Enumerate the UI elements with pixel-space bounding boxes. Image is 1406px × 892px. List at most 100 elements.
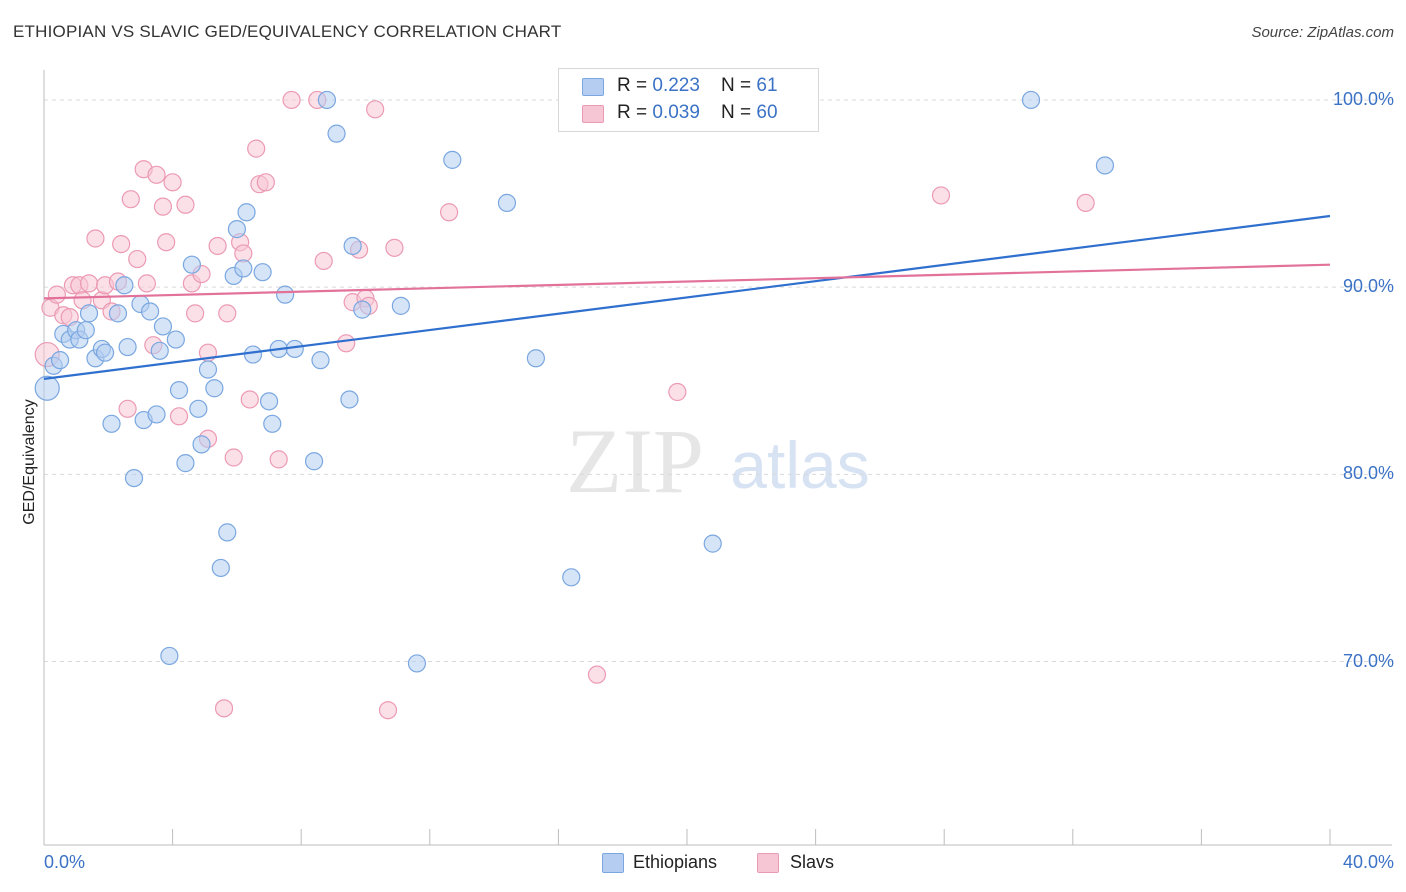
- point-ethiopians: [407, 654, 427, 673]
- point-ethiopians: [176, 454, 195, 473]
- point-ethiopians: [497, 193, 517, 213]
- point-ethiopians: [211, 558, 230, 578]
- point-ethiopians: [118, 337, 137, 357]
- point-ethiopians: [147, 405, 166, 424]
- point-slavs: [439, 203, 459, 222]
- point-slavs: [79, 274, 99, 293]
- point-ethiopians: [1095, 156, 1115, 175]
- point-ethiopians: [237, 203, 256, 222]
- point-ethiopians: [243, 345, 263, 364]
- legend-swatch-ethiopians: [602, 853, 624, 873]
- grid: [44, 99, 1392, 663]
- point-ethiopians: [50, 351, 70, 370]
- point-ethiopians: [276, 285, 295, 304]
- point-slavs: [112, 234, 131, 254]
- point-slavs: [668, 382, 687, 402]
- point-ethiopians: [198, 360, 218, 379]
- y-tick-label: 90.0%: [1342, 276, 1394, 297]
- point-slavs: [137, 274, 156, 293]
- x-tick-label-max: 40.0%: [1342, 852, 1394, 872]
- source-label: Source: ZipAtlas.com: [1251, 24, 1394, 41]
- watermark-atlas: atlas: [730, 428, 869, 502]
- point-ethiopians: [353, 300, 372, 319]
- n-value: 61: [756, 75, 778, 96]
- point-ethiopians: [227, 220, 246, 239]
- legend-swatch-ethiopians: [582, 78, 604, 96]
- point-slavs: [214, 699, 234, 718]
- point-slavs: [385, 238, 404, 257]
- point-slavs: [176, 195, 195, 214]
- watermark: ZIP atlas: [566, 410, 870, 512]
- series-ethiopians-points: [34, 90, 1115, 673]
- point-slavs: [147, 165, 166, 184]
- legend-label-ethiopians: Ethiopians: [633, 852, 718, 872]
- y-tick-label: 70.0%: [1342, 650, 1394, 671]
- point-slavs: [169, 407, 189, 426]
- r-value: 0.223: [652, 75, 700, 96]
- point-ethiopians: [317, 90, 337, 110]
- trend-line-slavs: [43, 263, 1331, 300]
- point-slavs: [118, 399, 137, 418]
- point-slavs: [163, 173, 182, 192]
- point-ethiopians: [311, 351, 330, 370]
- point-ethiopians: [189, 399, 208, 418]
- point-slavs: [157, 233, 176, 252]
- point-ethiopians: [102, 414, 121, 433]
- point-ethiopians: [115, 276, 134, 295]
- point-slavs: [247, 139, 266, 158]
- legend-stats-slavs: R = 0.039 N = 60: [617, 102, 778, 124]
- point-ethiopians: [182, 255, 201, 274]
- series-slavs-points: [34, 90, 1095, 720]
- point-ethiopians: [340, 390, 359, 409]
- point-slavs: [282, 90, 301, 110]
- point-slavs: [337, 334, 356, 353]
- point-ethiopians: [703, 534, 722, 553]
- point-ethiopians: [327, 124, 346, 143]
- watermark-zip: ZIP: [566, 410, 704, 512]
- stats-legend: R = 0.223 N = 61 R = 0.039 N = 60: [558, 68, 819, 132]
- point-ethiopians: [253, 263, 272, 282]
- trend-line-ethiopians: [43, 214, 1331, 380]
- point-slavs: [931, 186, 951, 205]
- point-slavs: [269, 450, 288, 469]
- point-slavs: [218, 304, 237, 323]
- point-ethiopians: [95, 343, 115, 362]
- point-ethiopians: [150, 341, 169, 360]
- r-label: R =: [617, 102, 653, 123]
- point-slavs: [1076, 193, 1095, 213]
- point-ethiopians: [34, 375, 60, 401]
- point-ethiopians: [1021, 90, 1041, 110]
- point-ethiopians: [343, 236, 362, 256]
- point-ethiopians: [79, 304, 99, 323]
- point-ethiopians: [526, 349, 545, 368]
- point-slavs: [366, 100, 385, 119]
- point-ethiopians: [160, 646, 179, 666]
- legend-stats-ethiopians: R = 0.223 N = 61: [617, 75, 778, 97]
- point-ethiopians: [124, 468, 144, 488]
- point-ethiopians: [192, 435, 211, 454]
- point-slavs: [121, 190, 140, 209]
- r-value: 0.039: [652, 102, 700, 123]
- point-ethiopians: [234, 259, 253, 278]
- n-label: N =: [721, 102, 757, 123]
- r-label: R =: [617, 75, 653, 96]
- point-slavs: [378, 701, 398, 720]
- point-slavs: [86, 229, 105, 248]
- y-tick-label: 80.0%: [1342, 463, 1394, 484]
- legend-swatch-slavs: [582, 105, 604, 123]
- point-ethiopians: [153, 317, 173, 336]
- point-slavs: [587, 665, 607, 684]
- point-ethiopians: [108, 304, 128, 323]
- n-value: 60: [756, 102, 778, 123]
- point-slavs: [240, 390, 259, 409]
- chart-title: ETHIOPIAN VS SLAVIC GED/EQUIVALENCY CORR…: [13, 22, 562, 41]
- point-ethiopians: [218, 523, 237, 542]
- legend-swatch-slavs: [757, 853, 779, 873]
- point-ethiopians: [140, 302, 160, 321]
- point-ethiopians: [259, 392, 279, 411]
- point-slavs: [224, 448, 243, 467]
- point-ethiopians: [304, 452, 324, 471]
- point-slavs: [208, 236, 227, 256]
- point-slavs: [186, 304, 205, 323]
